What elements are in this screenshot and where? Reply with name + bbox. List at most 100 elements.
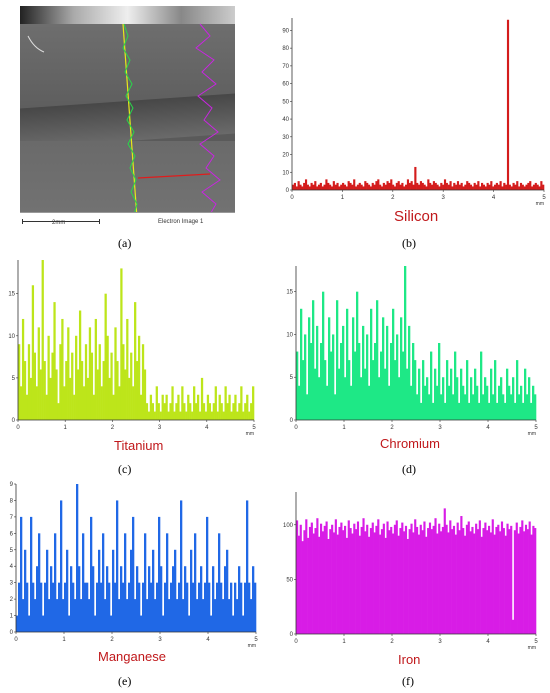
bar <box>63 386 66 420</box>
bar <box>531 186 534 190</box>
bar <box>382 523 385 634</box>
y-tick-label: 9 <box>10 482 14 488</box>
bar <box>406 538 409 634</box>
bar <box>488 184 491 190</box>
bar <box>53 302 56 420</box>
bar <box>325 179 328 190</box>
bar <box>303 182 306 190</box>
bar <box>320 343 323 420</box>
bar <box>338 186 341 190</box>
bar <box>403 186 406 190</box>
x-tick-label: 2 <box>110 637 114 643</box>
bar <box>188 615 191 632</box>
bar <box>484 377 487 420</box>
bar <box>340 184 343 190</box>
bar <box>349 528 352 634</box>
bar <box>351 184 354 190</box>
bar <box>408 529 411 634</box>
bar <box>151 403 154 420</box>
caption-f: (f) <box>402 674 414 688</box>
bar <box>158 516 161 632</box>
bar <box>460 368 463 420</box>
bar <box>41 260 44 420</box>
bar <box>61 318 64 420</box>
scale-bar: 2mm <box>22 219 100 226</box>
bar <box>250 403 253 420</box>
bar <box>39 369 42 420</box>
bar <box>525 184 528 190</box>
bar <box>513 530 516 634</box>
bar <box>147 411 151 420</box>
bar <box>70 566 73 632</box>
bar <box>33 352 36 420</box>
bar <box>536 184 539 190</box>
bar <box>330 351 333 420</box>
bar <box>299 524 302 634</box>
bar <box>388 385 391 420</box>
bar <box>338 526 341 634</box>
bar <box>373 184 376 190</box>
bar <box>510 525 513 634</box>
bar <box>396 334 399 420</box>
bar <box>489 532 492 634</box>
bar <box>358 535 361 634</box>
bar <box>355 186 358 190</box>
bar <box>371 522 374 634</box>
bar <box>319 182 322 190</box>
bar <box>466 181 469 190</box>
bar <box>364 181 367 190</box>
bar <box>344 525 347 634</box>
bar <box>137 335 141 420</box>
bar <box>449 520 452 634</box>
bar <box>473 533 476 634</box>
bar <box>482 184 485 190</box>
bar <box>349 182 352 190</box>
bar <box>427 179 430 190</box>
bar <box>412 532 415 634</box>
bar <box>476 529 480 634</box>
bar <box>346 308 349 420</box>
element-label-manganese: Manganese <box>98 649 166 664</box>
bar <box>502 394 505 420</box>
bar <box>530 534 533 634</box>
x-axis-unit: mm <box>246 431 254 437</box>
bar <box>451 529 454 634</box>
x-tick-label: 3 <box>158 637 162 643</box>
bar <box>157 403 160 420</box>
bar <box>403 531 406 634</box>
bar <box>126 318 129 420</box>
bar <box>193 386 196 420</box>
bar <box>367 184 371 190</box>
bar <box>226 549 229 632</box>
x-tick-label: 4 <box>205 425 209 431</box>
bar <box>82 533 85 632</box>
bar <box>398 377 401 420</box>
bar <box>360 184 363 190</box>
bar <box>318 536 321 634</box>
bar <box>458 530 461 634</box>
bar <box>169 403 172 420</box>
bar <box>414 519 417 634</box>
bar <box>540 181 543 190</box>
bar <box>92 394 95 420</box>
bar <box>452 394 455 420</box>
x-tick-label: 0 <box>290 195 294 201</box>
bar <box>462 186 465 190</box>
bar <box>430 351 433 420</box>
bar <box>49 377 52 420</box>
bar <box>248 582 251 632</box>
bar <box>232 403 235 420</box>
bar <box>351 533 354 634</box>
bar <box>519 182 523 190</box>
bar <box>67 327 70 420</box>
x-tick-label: 4 <box>206 637 210 643</box>
y-tick-label: 80 <box>282 46 289 52</box>
bar <box>40 582 43 632</box>
bar <box>73 394 76 420</box>
bar <box>62 599 65 632</box>
bar <box>170 582 173 632</box>
bar <box>418 368 421 420</box>
bar <box>360 526 363 634</box>
x-tick-label: 0 <box>14 637 18 643</box>
